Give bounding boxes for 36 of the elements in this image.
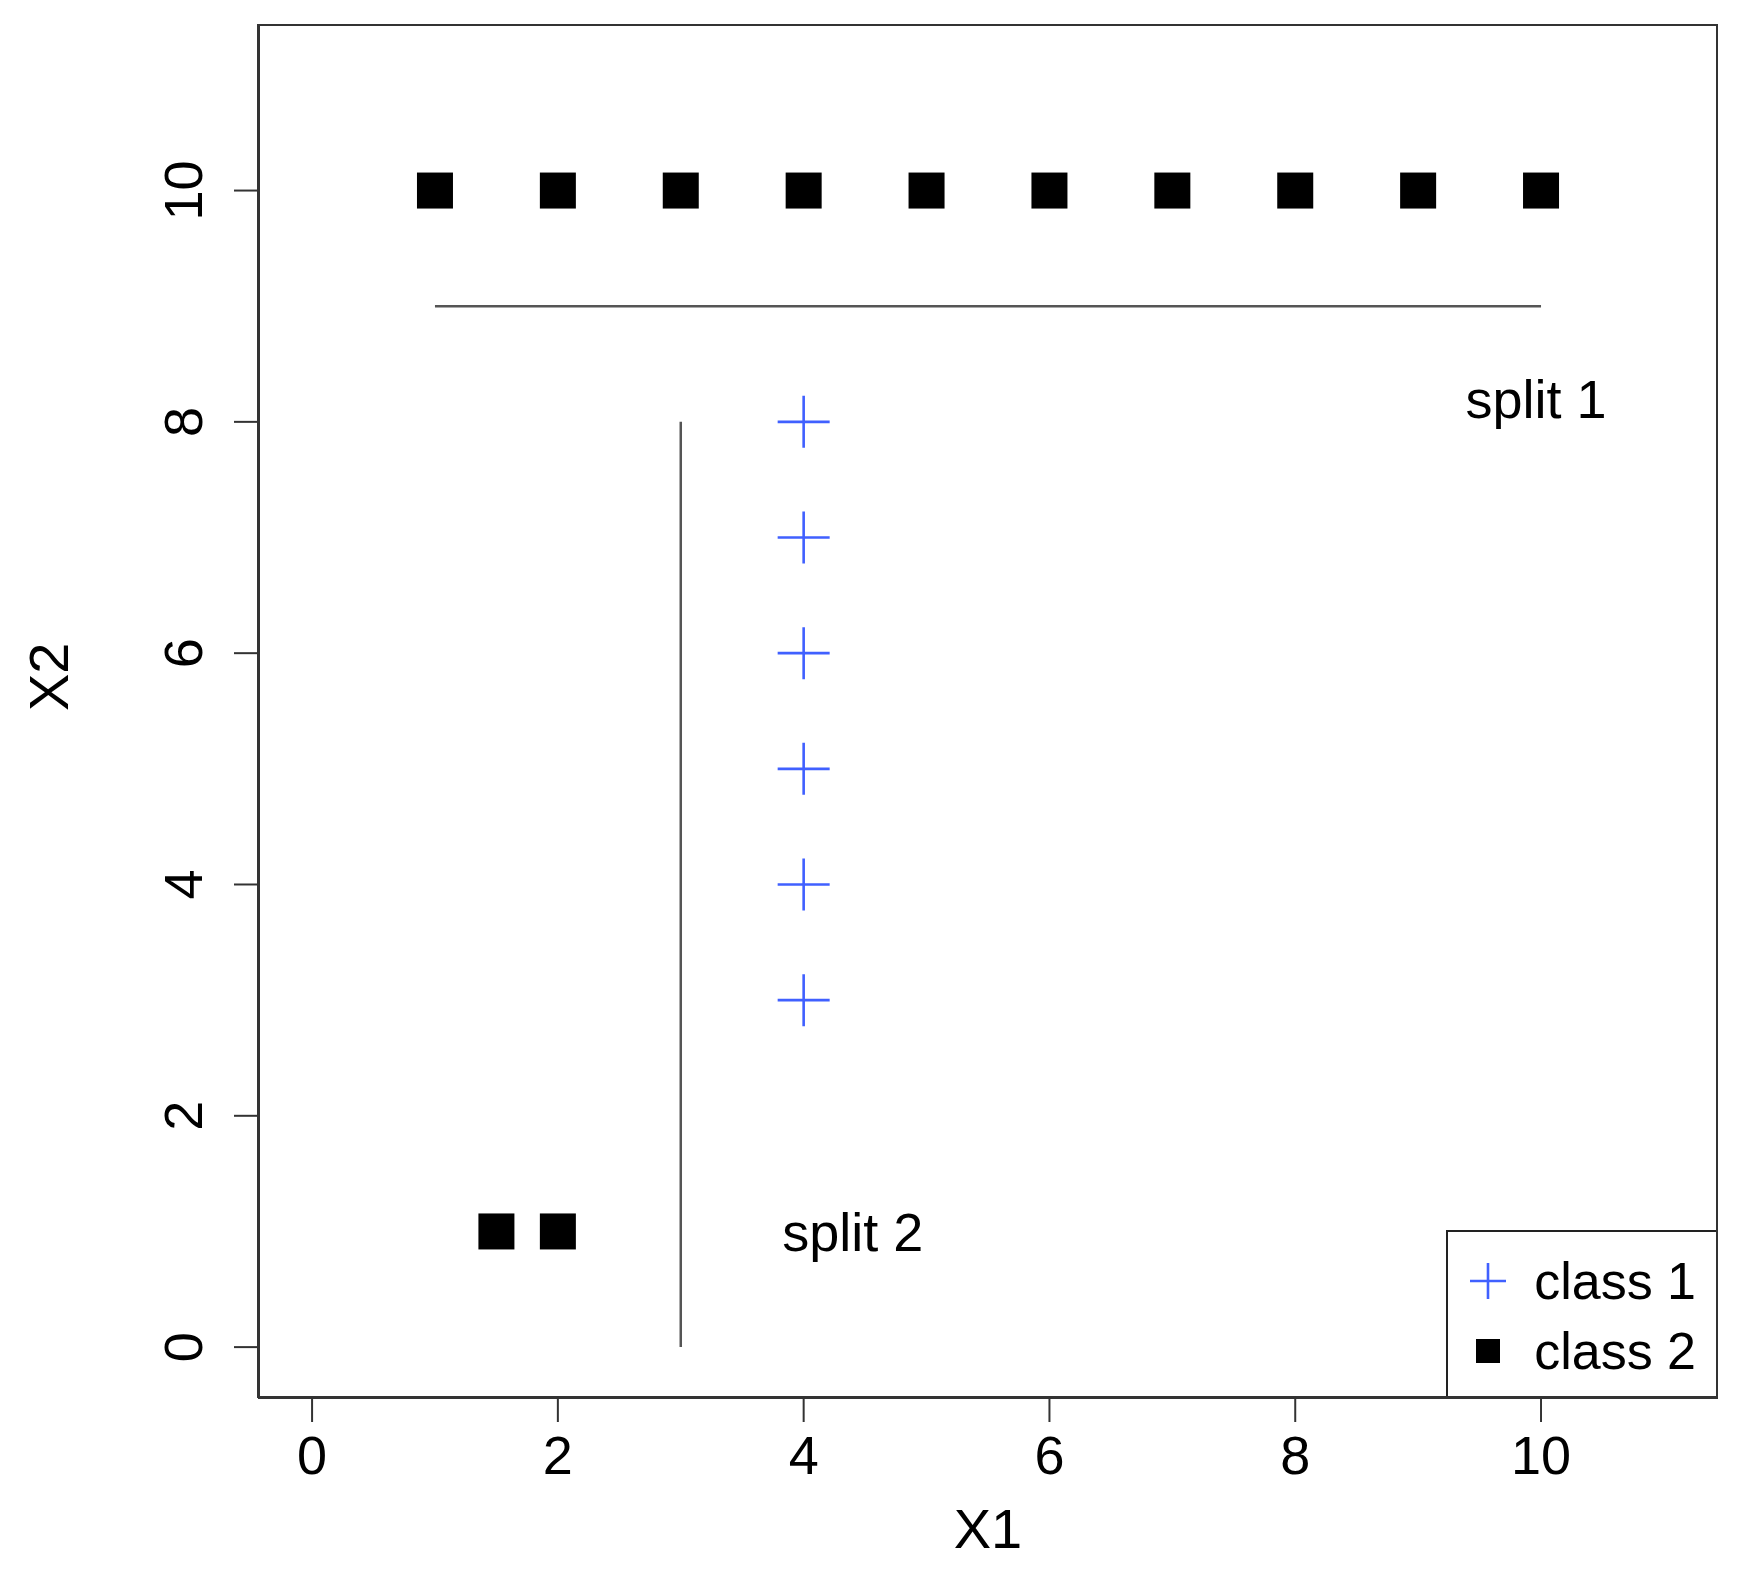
x-tick-label: 4 [788, 1425, 819, 1485]
point [1523, 172, 1560, 209]
point [539, 172, 576, 209]
y-axis-title: X2 [16, 642, 80, 711]
x-tick-label: 8 [1280, 1425, 1311, 1485]
point [662, 172, 699, 209]
y-tick-label: 8 [153, 406, 213, 437]
point [416, 172, 453, 209]
point [478, 1213, 515, 1250]
x-tick-label: 6 [1034, 1425, 1065, 1485]
x-tick-label: 2 [542, 1425, 573, 1485]
y-tick-label: 6 [153, 638, 213, 669]
point [1154, 172, 1191, 209]
point [1277, 172, 1314, 209]
point [777, 742, 830, 795]
point [908, 172, 945, 209]
point [777, 858, 830, 911]
y-tick-label: 0 [153, 1332, 213, 1363]
point [785, 172, 822, 209]
point [777, 511, 830, 564]
x-tick-label: 10 [1510, 1425, 1572, 1485]
annotation: split 1 [1465, 368, 1607, 429]
x-axis-title: X1 [953, 1497, 1023, 1560]
point [539, 1213, 576, 1250]
y-tick-label: 2 [153, 1100, 213, 1131]
point [777, 395, 830, 448]
legend-label: class 1 [1534, 1251, 1696, 1311]
point [777, 974, 830, 1027]
point [1400, 172, 1437, 209]
y-tick-label: 10 [153, 160, 213, 221]
x-tick-label: 0 [297, 1425, 328, 1485]
annotation: split 2 [782, 1201, 924, 1262]
point [1031, 172, 1068, 209]
y-tick-label: 4 [153, 869, 213, 900]
legend-label: class 2 [1534, 1321, 1696, 1381]
point [777, 627, 830, 680]
